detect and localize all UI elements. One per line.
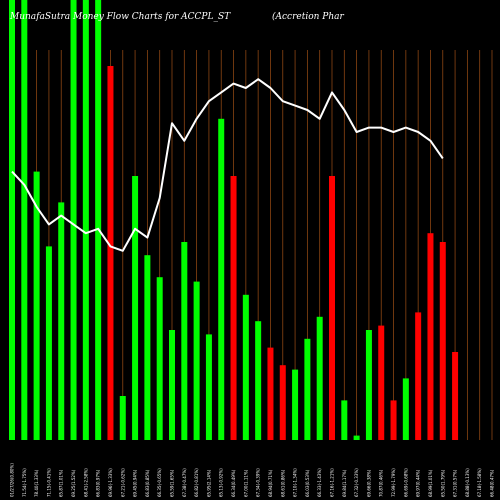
- bar-33: [415, 312, 422, 440]
- x-tick-label: 67.18(-1.58%): [477, 468, 482, 497]
- x-tick-label: 67.10(-1.34%): [293, 468, 298, 497]
- x-tick-label: 66.83(0.97%): [96, 469, 101, 497]
- x-tick-label: 67.34(-0.39%): [256, 468, 261, 497]
- x-tick-label: 65.59(1.65%): [170, 469, 175, 497]
- x-tick-label: 67.38(-0.47%): [182, 468, 187, 497]
- x-tick-label: 66.33(-1.43%): [317, 468, 322, 497]
- money-flow-series-line: [11, 78, 444, 252]
- bar-19: [242, 294, 249, 440]
- x-tick-label: 69.84(1.17%): [342, 469, 347, 497]
- bar-5: [70, 0, 77, 440]
- bar-34: [427, 233, 434, 440]
- bar-24: [304, 338, 311, 440]
- x-tick-label: 69.45(0.94%): [133, 469, 138, 497]
- bar-28: [353, 435, 360, 440]
- x-tick-label: 66.69(-0.68%): [403, 468, 408, 497]
- x-tick-label: 67.16(-1.21%): [330, 468, 335, 497]
- bar-1: [21, 0, 28, 440]
- x-tick-label: 70.87(0.46%): [379, 469, 384, 497]
- bar-9: [119, 396, 126, 440]
- bar-12: [156, 277, 163, 440]
- bar-10: [132, 176, 139, 440]
- x-tick-label: 67.00(1.11%): [243, 469, 248, 497]
- x-tick-label: 68.61(0.86%): [280, 469, 285, 497]
- bar-27: [341, 400, 348, 440]
- x-tick-label: 65.13(-0.92%): [219, 468, 224, 497]
- bar-17: [218, 118, 225, 441]
- bar-15: [193, 281, 200, 440]
- x-tick-label: 65.95(2.14%): [206, 469, 211, 497]
- bar-26: [329, 176, 335, 440]
- x-tick-label: 01/27/26(0.80%): [10, 463, 15, 497]
- bar-4: [58, 202, 65, 440]
- x-tick-label: 66.48(0.47%): [490, 469, 495, 497]
- x-tick-label: 67.31(0.57%): [453, 469, 458, 497]
- bar-2: [33, 171, 40, 440]
- x-tick-label: 69.25(1.52%): [71, 469, 76, 497]
- bars: [9, 0, 459, 441]
- bar-11: [144, 255, 151, 440]
- bar-29: [365, 330, 372, 440]
- bar-36: [452, 352, 459, 440]
- bar-8: [107, 66, 114, 440]
- x-tick-label: 72.99(-1.79%): [391, 468, 396, 497]
- x-tick-label: 68.41(-2.58%): [83, 468, 88, 497]
- bar-32: [402, 378, 409, 440]
- bar-21: [267, 347, 274, 440]
- x-tick-label: 68.94(0.71%): [268, 469, 273, 497]
- x-tick-label: 65.50(1.79%): [440, 469, 445, 497]
- bar-23: [292, 369, 299, 440]
- bar-31: [390, 400, 397, 440]
- x-axis-labels: 01/27/26(0.80%) 71.54(-1.75%) 78.40(1.33%)…: [10, 463, 495, 497]
- bar-30: [378, 325, 385, 440]
- money-flow-line: [11, 78, 444, 252]
- x-tick-label: 68.88(-0.13%): [465, 468, 470, 497]
- chart-subtitle: (Accretion Phar: [272, 12, 344, 22]
- chart-title: MunafaSutra Money Flow Charts for ACCPL_…: [10, 12, 231, 22]
- x-tick-label: 71.54(-1.75%): [22, 468, 27, 497]
- x-tick-label: 68.99(1.01%): [428, 469, 433, 497]
- x-tick-label: 67.32(-0.33%): [354, 468, 359, 497]
- x-tick-label: 71.15(-0.41%): [46, 468, 51, 497]
- bar-6: [82, 0, 89, 440]
- x-tick-label: 66.03(0.53%): [305, 469, 310, 497]
- x-tick-label: 67.21(-0.62%): [120, 468, 125, 497]
- bar-20: [255, 321, 262, 440]
- x-tick-label: 65.87(1.01%): [59, 469, 64, 497]
- bar-7: [95, 0, 102, 440]
- bar-14: [181, 242, 188, 440]
- x-tick-label: 66.83(0.85%): [145, 469, 150, 497]
- x-tick-label: 78.40(1.33%): [34, 469, 39, 497]
- x-tick-label: 66.34(0.49%): [231, 469, 236, 497]
- bar-13: [169, 330, 175, 440]
- bar-18: [230, 176, 237, 440]
- bar-25: [316, 316, 323, 440]
- x-tick-label: 69.96(-1.33%): [108, 468, 113, 497]
- x-tick-label: 69.66(0.38%): [366, 469, 371, 497]
- x-tick-label: 66.82(-0.81%): [194, 468, 199, 497]
- bar-35: [439, 242, 446, 440]
- x-tick-label: 66.35(-0.65%): [157, 468, 162, 497]
- bar-16: [205, 334, 212, 440]
- x-tick-label: 69.97(0.44%): [416, 469, 421, 497]
- bar-0: [9, 0, 15, 440]
- bar-3: [45, 246, 52, 440]
- bar-22: [279, 365, 286, 440]
